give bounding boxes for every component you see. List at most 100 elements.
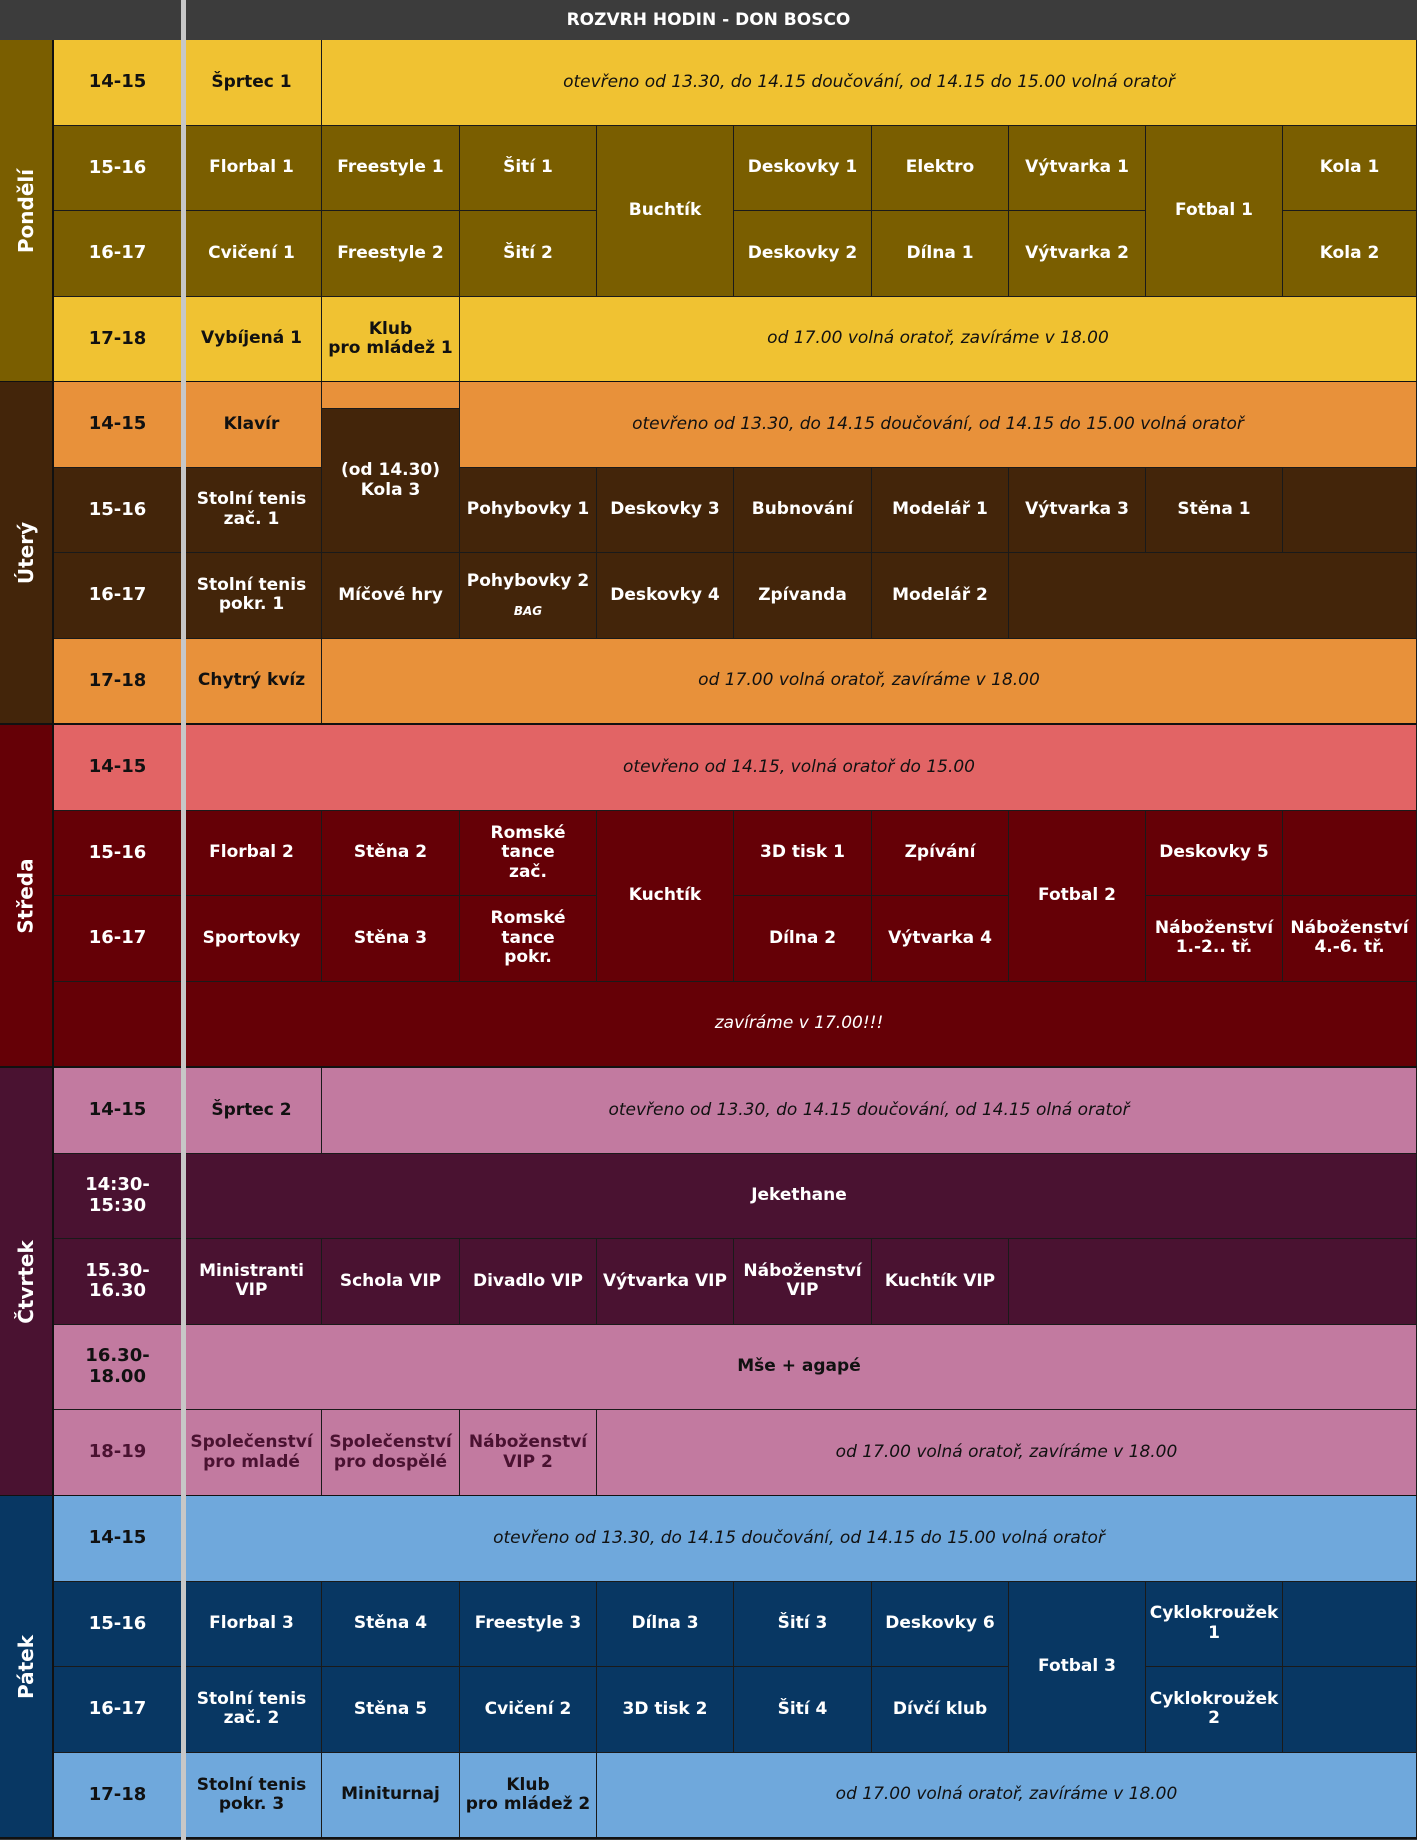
activity-cell: Florbal 2 — [182, 810, 322, 897]
time-slot: 17-18 — [54, 638, 182, 725]
time-slot — [54, 981, 182, 1068]
activity-cell: Schola VIP — [322, 1239, 460, 1325]
activity-cell: Výtvarka 4 — [872, 896, 1009, 982]
schedule-note: od 17.00 volná oratoř, zavíráme v 18.00 — [597, 1752, 1417, 1839]
activity-cell — [322, 382, 460, 410]
day-name: Pondělí — [14, 169, 39, 254]
activity-cell: Stěna 1 — [1146, 467, 1283, 554]
activity-cell: Pohybovky 2 BAG — [460, 553, 597, 639]
activity-cell: Klavír — [182, 382, 322, 468]
schedule-note: otevřeno od 13.30, do 14.15 doučování, o… — [182, 1496, 1417, 1582]
activity-cell — [1009, 1239, 1417, 1325]
activity-cell — [1283, 810, 1417, 897]
time-slot: 18-19 — [54, 1410, 182, 1496]
activity-cell: Deskovky 6 — [872, 1581, 1009, 1668]
activity-cell: Náboženství VIP — [734, 1239, 872, 1325]
activity-cell: Stolní tenis pokr. 3 — [182, 1752, 322, 1839]
activity-cell: Náboženství VIP 2 — [460, 1410, 597, 1496]
day-label-3: Čtvrtek — [0, 1068, 54, 1496]
time-slot: 17-18 — [54, 296, 182, 383]
schedule-note: od 17.00 volná oratoř, zavíráme v 18.00 — [597, 1410, 1417, 1496]
time-slot: 14:30-15:30 — [54, 1153, 182, 1240]
activity-cell: Deskovky 4 — [597, 553, 734, 639]
activity-cell: Kola 1 — [1283, 125, 1417, 212]
activity-cell: Stěna 3 — [322, 896, 460, 982]
activity-cell: Stolní tenis zač. 1 — [182, 467, 322, 554]
activity-cell: Freestyle 1 — [322, 125, 460, 212]
activity-cell: Buchtík — [597, 125, 734, 297]
activity-cell: Šití 1 — [460, 125, 597, 212]
activity-cell: Kuchtík — [597, 810, 734, 982]
schedule-note: otevřeno od 13.30, do 14.15 doučování, o… — [322, 1068, 1417, 1154]
activity-cell: Florbal 3 — [182, 1581, 322, 1668]
activity-cell: Zpívání — [872, 810, 1009, 897]
activity-cell: Florbal 1 — [182, 125, 322, 212]
activity-cell: Zpívanda — [734, 553, 872, 639]
activity-cell: Šití 4 — [734, 1667, 872, 1753]
activity-cell: Výtvarka VIP — [597, 1239, 734, 1325]
activity-cell: Cvičení 1 — [182, 211, 322, 297]
time-slot: 15-16 — [54, 810, 182, 897]
day-separator — [0, 1837, 1417, 1840]
activity-cell: Stolní tenis pokr. 1 — [182, 553, 322, 639]
activity-cell: Náboženství 1.-2.. tř. — [1146, 896, 1283, 982]
activity-cell — [1009, 553, 1417, 639]
activity-cell: Elektro — [872, 125, 1009, 212]
day-name: Úterý — [14, 522, 39, 585]
activity-cell: Miniturnaj — [322, 1752, 460, 1839]
day-label-4: Pátek — [0, 1496, 54, 1839]
time-slot: 16-17 — [54, 1667, 182, 1753]
activity-cell: Klub pro mládež 2 — [460, 1752, 597, 1839]
day-name: Středa — [14, 858, 38, 934]
activity-cell: Vybíjená 1 — [182, 296, 322, 383]
time-slot: 15.30-16.30 — [54, 1239, 182, 1325]
activity-cell: Mše + agapé — [182, 1324, 1417, 1411]
activity-cell: Jekethane — [182, 1153, 1417, 1240]
activity-cell: Náboženství 4.-6. tř. — [1283, 896, 1417, 982]
time-slot: 15-16 — [54, 125, 182, 212]
time-slot: 16-17 — [54, 211, 182, 297]
activity-cell: Fotbal 1 — [1146, 125, 1283, 297]
activity-cell: Cvičení 2 — [460, 1667, 597, 1753]
day-label-2: Středa — [0, 725, 54, 1068]
activity-cell: Míčové hry — [322, 553, 460, 639]
activity-cell: Freestyle 3 — [460, 1581, 597, 1668]
activity-sublabel: BAG — [513, 604, 543, 619]
activity-cell: Cyklokroužek 2 — [1146, 1667, 1283, 1753]
activity-cell: Dílna 3 — [597, 1581, 734, 1668]
schedule-note: otevřeno od 13.30, do 14.15 doučování, o… — [460, 382, 1417, 468]
activity-cell: Deskovky 3 — [597, 467, 734, 554]
activity-cell: Deskovky 1 — [734, 125, 872, 212]
activity-cell — [1283, 1581, 1417, 1668]
page-title: ROZVRH HODIN - DON BOSCO — [0, 0, 1417, 40]
activity-cell-kola-3: (od 14.30) Kola 3 — [322, 409, 460, 554]
activity-cell: Dívčí klub — [872, 1667, 1009, 1753]
time-slot: 17-18 — [54, 1752, 182, 1839]
column-divider — [181, 0, 186, 1840]
time-slot: 14-15 — [54, 1068, 182, 1154]
activity-cell — [1283, 467, 1417, 554]
day-name: Čtvrtek — [14, 1240, 39, 1324]
time-slot: 16.30-18.00 — [54, 1324, 182, 1411]
activity-cell: Klub pro mládež 1 — [322, 296, 460, 383]
day-separator — [0, 723, 1417, 726]
activity-cell: 3D tisk 1 — [734, 810, 872, 897]
activity-cell: Chytrý kvíz — [182, 638, 322, 725]
activity-cell: Kola 2 — [1283, 211, 1417, 297]
activity-cell: Společenství pro mladé — [182, 1410, 322, 1496]
schedule-note: od 17.00 volná oratoř, zavíráme v 18.00 — [460, 296, 1417, 383]
activity-cell: Freestyle 2 — [322, 211, 460, 297]
activity-cell: Dílna 2 — [734, 896, 872, 982]
time-slot: 16-17 — [54, 553, 182, 639]
activity-cell: Divadlo VIP — [460, 1239, 597, 1325]
day-separator — [0, 1066, 1417, 1069]
activity-cell: Pohybovky 1 — [460, 467, 597, 554]
time-slot: 14-15 — [54, 40, 182, 126]
activity-cell: Šprtec 1 — [182, 40, 322, 126]
activity-cell — [1283, 1667, 1417, 1753]
activity-cell: Romské tance zač. — [460, 810, 597, 897]
time-slot: 16-17 — [54, 896, 182, 982]
activity-cell: Šití 3 — [734, 1581, 872, 1668]
schedule-note: od 17.00 volná oratoř, zavíráme v 18.00 — [322, 638, 1417, 725]
